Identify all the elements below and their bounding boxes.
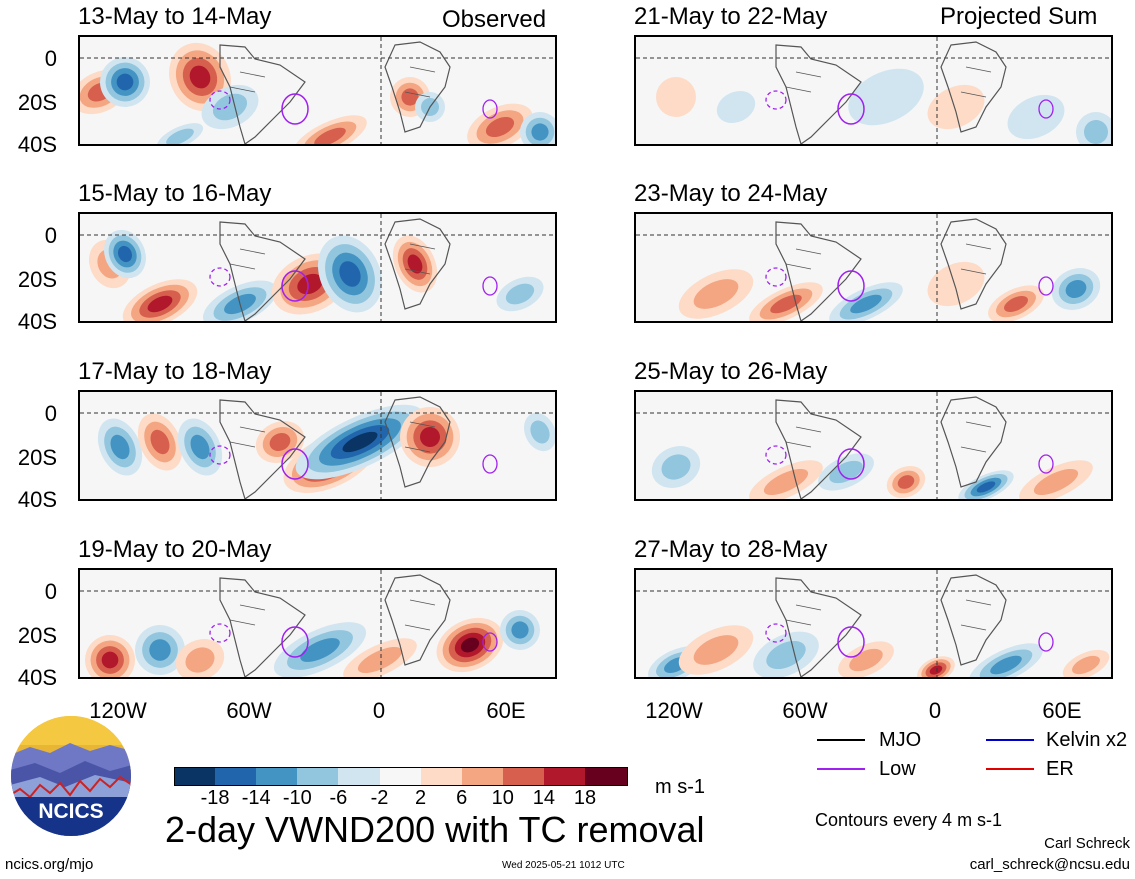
colorbar-swatch [502, 767, 546, 786]
y-tick-label: 40S [17, 487, 57, 512]
colorbar-units: m s-1 [655, 776, 705, 798]
panel-title-7: 25-May to 26-May [634, 358, 828, 385]
panel-title-8: 27-May to 28-May [634, 536, 828, 563]
map-panel-observed-2 [78, 212, 557, 323]
colorbar-label: 6 [456, 787, 468, 809]
legend-line-low [817, 768, 865, 770]
legend-label-low: Low [879, 758, 916, 780]
map-panel-observed-4 [78, 568, 557, 679]
colorbar-label: -10 [282, 787, 312, 809]
map-panel-projected-3 [634, 390, 1113, 501]
projected-sum-label: Projected Sum [940, 3, 1098, 30]
legend-label-kelvin: Kelvin x2 [1046, 729, 1128, 751]
x-tick-label: 120W [645, 698, 703, 723]
y-tick-label: 0 [44, 46, 57, 71]
legend-label-mjo: MJO [879, 729, 922, 751]
colorbar-swatch [297, 767, 340, 786]
colorbar-swatch [379, 767, 423, 786]
colorbar-swatch [174, 767, 218, 786]
colorbar-label: -6 [329, 787, 348, 809]
y-tick-label: 0 [44, 579, 57, 604]
y-tick-label: 0 [44, 401, 57, 426]
y-tick-label: 20S [17, 623, 57, 648]
footer-email[interactable]: carl_schreck@ncsu.edu [969, 856, 1130, 873]
footer-timestamp: Wed 2025-05-21 1012 UTC [502, 860, 625, 871]
colorbar-label: -18 [200, 787, 230, 809]
y-tick-label: 20S [17, 90, 57, 115]
y-tick-label: 0 [44, 223, 57, 248]
legend-line-kelvin [986, 739, 1034, 741]
colorbar-label: 14 [532, 787, 556, 809]
x-tick-label: 60E [486, 698, 526, 723]
legend-label-er: ER [1046, 758, 1074, 780]
footer-url[interactable]: ncics.org/mjo [5, 856, 94, 873]
logo-text: NCICS [38, 800, 103, 823]
legend-line-er [986, 768, 1034, 770]
x-tick-label: 0 [372, 698, 386, 723]
colorbar-swatch [543, 767, 587, 786]
colorbar-swatch [338, 767, 381, 786]
legend-line-mjo [817, 739, 865, 741]
colorbar-swatch [215, 767, 258, 786]
colorbar-swatch [420, 767, 464, 786]
colorbar-label: -14 [241, 787, 271, 809]
y-tick-label: 40S [17, 665, 57, 690]
colorbar-label: -2 [370, 787, 389, 809]
map-panel-projected-4 [634, 568, 1113, 679]
y-tick-label: 40S [17, 309, 57, 334]
y-tick-label: 20S [17, 445, 57, 470]
panel-title-2: 15-May to 16-May [78, 180, 272, 207]
main-title: 2-day VWND200 with TC removal [165, 809, 705, 850]
ncics-logo[interactable]: NCICS [10, 715, 132, 837]
observed-label: Observed [442, 6, 547, 33]
colorbar-label: 18 [573, 787, 597, 809]
map-panel-observed-3 [78, 390, 557, 501]
x-tick-label: 60W [782, 698, 828, 723]
map-panel-projected-1 [634, 35, 1113, 146]
contour-note: Contours every 4 m s-1 [815, 810, 1003, 830]
colorbar-label: 2 [415, 787, 427, 809]
panel-title-4: 19-May to 20-May [78, 536, 272, 563]
footer-author: Carl Schreck [1044, 835, 1130, 852]
panel-title-1: 13-May to 14-May [78, 3, 272, 30]
panel-title-6: 23-May to 24-May [634, 180, 828, 207]
x-tick-label: 60E [1042, 698, 1082, 723]
y-tick-label: 40S [17, 132, 57, 157]
x-tick-label: 0 [928, 698, 942, 723]
colorbar-swatch [585, 767, 628, 786]
colorbar-swatch [461, 767, 505, 786]
map-panel-projected-2 [634, 212, 1113, 323]
y-tick-label: 20S [17, 267, 57, 292]
panel-title-5: 21-May to 22-May [634, 3, 828, 30]
x-tick-label: 60W [226, 698, 272, 723]
x-tick-label: 120W [89, 698, 147, 723]
panel-title-3: 17-May to 18-May [78, 358, 272, 385]
colorbar-swatch [256, 767, 299, 786]
map-panel-observed-1 [78, 35, 557, 146]
colorbar-label: 10 [491, 787, 514, 809]
